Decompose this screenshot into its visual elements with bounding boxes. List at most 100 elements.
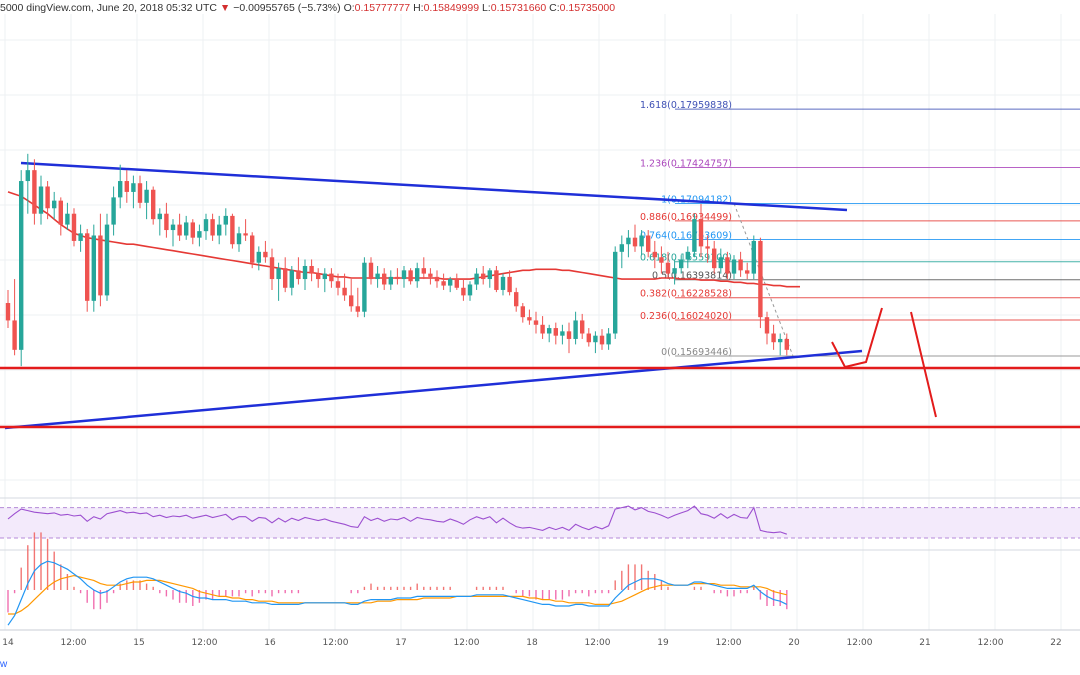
candle bbox=[203, 213, 209, 240]
macd-line bbox=[7, 560, 788, 626]
header-open-partial: 5000 bbox=[0, 2, 24, 14]
candle-body bbox=[738, 259, 743, 271]
candle bbox=[309, 259, 314, 282]
candle bbox=[441, 273, 446, 290]
fib-label-0.764: 0.764(0.16763609) bbox=[640, 230, 732, 241]
candle-body bbox=[322, 273, 327, 280]
candle-body bbox=[111, 197, 116, 225]
header-source: dingView.com, June 20, 2018 05:32 UTC bbox=[26, 2, 217, 14]
candle-body bbox=[19, 181, 24, 350]
candle-body bbox=[131, 183, 136, 192]
candle bbox=[487, 268, 492, 288]
candle-body bbox=[243, 233, 248, 236]
candle bbox=[263, 240, 268, 263]
candle bbox=[322, 268, 327, 293]
header-l-label: L: bbox=[481, 2, 491, 14]
candle-body bbox=[289, 270, 294, 288]
candle-body bbox=[250, 235, 255, 263]
candle bbox=[137, 175, 143, 209]
candle-body bbox=[566, 331, 572, 339]
candle bbox=[580, 313, 585, 339]
candle bbox=[461, 279, 466, 301]
x-tick-label: 12:00 bbox=[192, 638, 218, 648]
candle bbox=[236, 226, 242, 252]
candle bbox=[329, 268, 334, 288]
candle-body bbox=[137, 183, 143, 203]
candle bbox=[448, 276, 453, 293]
candle-body bbox=[731, 259, 737, 274]
x-tick-label: 21 bbox=[919, 638, 930, 648]
candle bbox=[421, 257, 426, 280]
candle bbox=[646, 230, 651, 258]
drawings bbox=[0, 161, 1080, 430]
candle bbox=[151, 186, 156, 225]
candle-body bbox=[692, 219, 697, 252]
candle bbox=[685, 246, 690, 269]
candle-body bbox=[540, 324, 545, 334]
candle-body bbox=[388, 276, 393, 285]
candle-body bbox=[698, 219, 704, 247]
candle-body bbox=[151, 189, 156, 220]
candle bbox=[91, 224, 96, 312]
candle bbox=[5, 289, 11, 329]
candle bbox=[679, 255, 684, 274]
candle-body bbox=[685, 251, 690, 260]
candle-body bbox=[342, 287, 347, 296]
candle bbox=[698, 203, 704, 258]
candle-body bbox=[362, 262, 367, 312]
candle bbox=[672, 259, 677, 285]
candle-body bbox=[65, 213, 70, 225]
candle bbox=[632, 224, 638, 252]
candle-body bbox=[745, 270, 750, 274]
candle bbox=[32, 159, 37, 225]
candle-body bbox=[382, 273, 387, 285]
candle bbox=[738, 251, 743, 277]
candle-body bbox=[98, 235, 103, 296]
fib-label-0.382: 0.382(0.16228528) bbox=[640, 289, 732, 300]
macd-signal-line bbox=[8, 574, 787, 615]
grid bbox=[0, 14, 1080, 630]
candle-body bbox=[679, 259, 684, 269]
candle-body bbox=[481, 273, 486, 280]
candle-body bbox=[646, 235, 651, 252]
candle bbox=[250, 232, 255, 269]
rsi-band bbox=[0, 507, 1080, 538]
x-tick-label: 14 bbox=[2, 638, 14, 648]
candle bbox=[65, 202, 70, 231]
candle bbox=[764, 311, 770, 345]
fibonacci-retracement: 0(0.15693446) 0.236(0.16024020) 0.382(0.16… bbox=[640, 100, 1080, 358]
candle-body bbox=[316, 273, 321, 280]
candle bbox=[368, 257, 374, 285]
x-tick-label: 12:00 bbox=[323, 638, 349, 648]
ascending-trendline bbox=[4, 349, 863, 430]
candle bbox=[164, 202, 169, 238]
candle-body bbox=[784, 338, 789, 350]
candle bbox=[144, 181, 149, 220]
candle bbox=[223, 208, 228, 236]
candle-body bbox=[223, 215, 228, 225]
candle-body bbox=[210, 219, 215, 236]
candle-body bbox=[124, 181, 129, 192]
footer-brand: w bbox=[0, 659, 8, 670]
candle bbox=[639, 230, 644, 256]
candle bbox=[197, 224, 202, 247]
candle bbox=[599, 329, 605, 350]
candle-body bbox=[302, 265, 308, 280]
candle bbox=[184, 215, 189, 240]
candle bbox=[217, 215, 222, 245]
candle bbox=[428, 268, 433, 285]
candle-body bbox=[632, 237, 638, 247]
candle-body bbox=[553, 328, 558, 336]
fib-label-0: 0(0.15693446) bbox=[661, 347, 732, 358]
candle bbox=[78, 224, 83, 252]
candle-body bbox=[580, 320, 585, 334]
candle bbox=[210, 213, 215, 241]
candle-body bbox=[256, 251, 261, 263]
header-h-label: H: bbox=[413, 2, 424, 14]
candle-body bbox=[32, 170, 37, 214]
x-tick-label: 12:00 bbox=[847, 638, 873, 648]
candle bbox=[540, 316, 545, 339]
candle-body bbox=[778, 338, 783, 343]
candle-body bbox=[375, 273, 380, 280]
